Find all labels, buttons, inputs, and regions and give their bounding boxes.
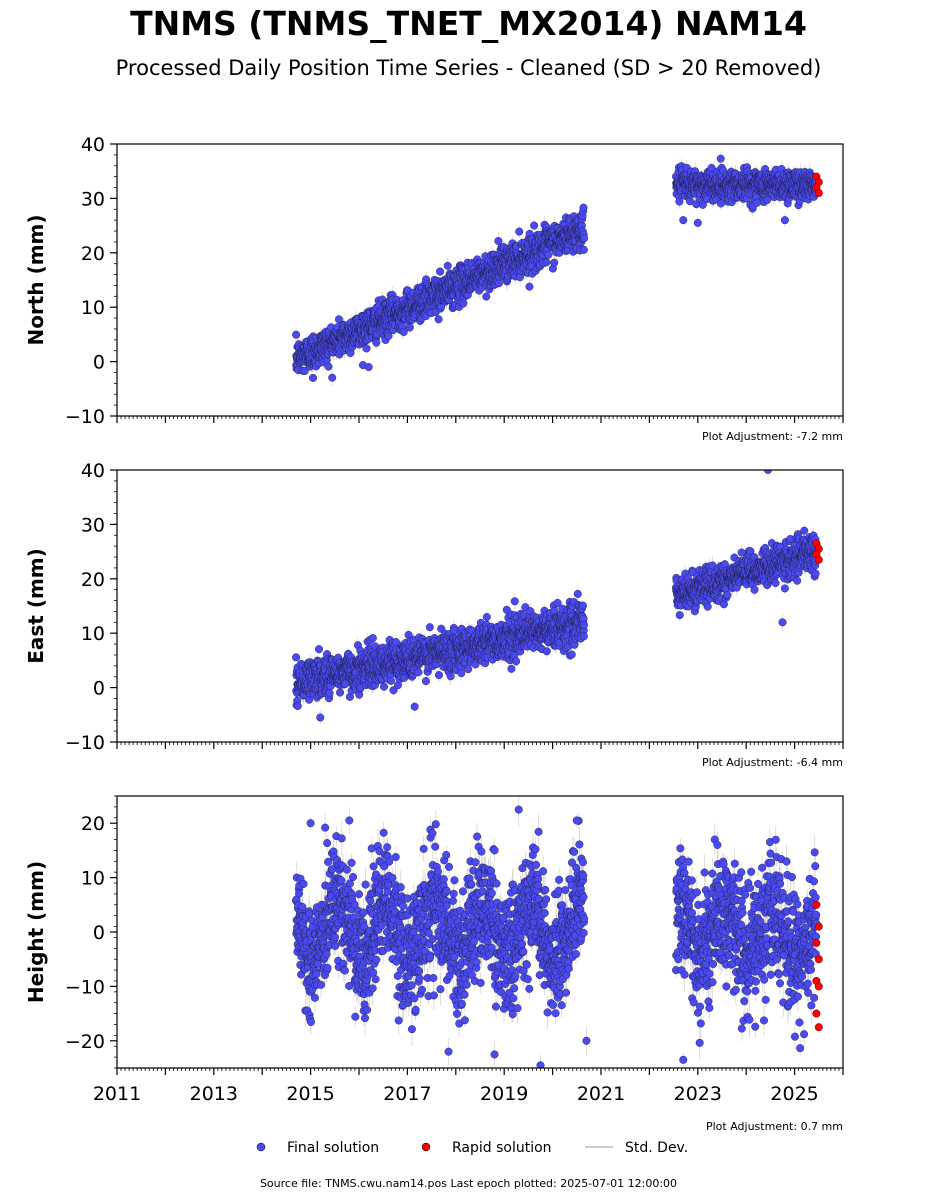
final-solution-point xyxy=(525,282,534,291)
final-solution-point xyxy=(436,267,445,276)
final-solution-point xyxy=(372,338,381,347)
final-solution-point xyxy=(324,362,333,371)
final-solution-point xyxy=(328,373,337,382)
y-tick-label: 20 xyxy=(81,243,105,265)
final-solution-point xyxy=(364,363,373,372)
final-solution-point xyxy=(698,200,707,209)
final-solution-point xyxy=(579,245,588,254)
final-solution-point xyxy=(494,236,503,245)
final-solution-point xyxy=(679,216,688,225)
final-solution-point xyxy=(542,258,551,267)
final-solution-point xyxy=(482,292,491,301)
final-solution-point xyxy=(515,273,524,282)
y-tick-label: 30 xyxy=(81,188,105,210)
y-tick-label: 0 xyxy=(93,352,105,374)
final-solution-point xyxy=(716,154,725,163)
rapid-solution-points xyxy=(812,172,823,197)
final-solution-points xyxy=(292,154,821,382)
final-solution-point xyxy=(443,261,452,270)
plot-adjustment-label: Plot Adjustment: -7.2 mm xyxy=(702,430,843,443)
final-solution-point xyxy=(675,197,684,206)
y-tick-label: −10 xyxy=(65,406,105,428)
final-solution-point xyxy=(780,216,789,225)
final-solution-point xyxy=(334,315,343,324)
final-solution-point xyxy=(300,367,309,376)
final-solution-point xyxy=(580,234,589,243)
final-solution-point xyxy=(530,221,539,230)
final-solution-point xyxy=(550,258,559,267)
final-solution-point xyxy=(384,331,393,340)
y-tick-label: 40 xyxy=(81,134,105,156)
final-solution-point xyxy=(515,227,524,236)
final-solution-point xyxy=(716,199,725,208)
chart-title: TNMS (TNMS_TNET_MX2014) NAM14 xyxy=(130,4,807,43)
final-solution-point xyxy=(434,315,443,324)
rapid-solution-point xyxy=(814,188,823,197)
final-solution-point xyxy=(763,196,772,205)
final-solution-point xyxy=(544,250,553,259)
panel-north: −10 0 10 20 30 40 North (mm) Plot Adjustment: -… xyxy=(24,134,844,443)
y-axis-label: North (mm) xyxy=(24,214,48,345)
final-solution-point xyxy=(309,373,318,382)
final-solution-point xyxy=(362,344,371,353)
final-solution-point xyxy=(405,323,414,332)
final-solution-point xyxy=(399,327,408,336)
chart-subtitle: Processed Daily Position Time Series - C… xyxy=(115,56,822,80)
final-solution-point xyxy=(693,218,702,227)
final-solution-point xyxy=(579,203,588,212)
final-solution-point xyxy=(292,330,301,339)
final-solution-point xyxy=(459,299,468,308)
y-tick-label: 10 xyxy=(81,297,105,319)
